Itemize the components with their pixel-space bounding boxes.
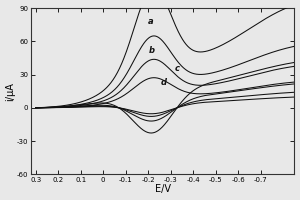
Text: b: b — [148, 46, 154, 55]
Text: c: c — [175, 64, 180, 73]
Text: a: a — [148, 17, 153, 26]
Text: d: d — [161, 78, 167, 87]
X-axis label: E/V: E/V — [155, 184, 171, 194]
Y-axis label: i/μA: i/μA — [6, 82, 16, 101]
